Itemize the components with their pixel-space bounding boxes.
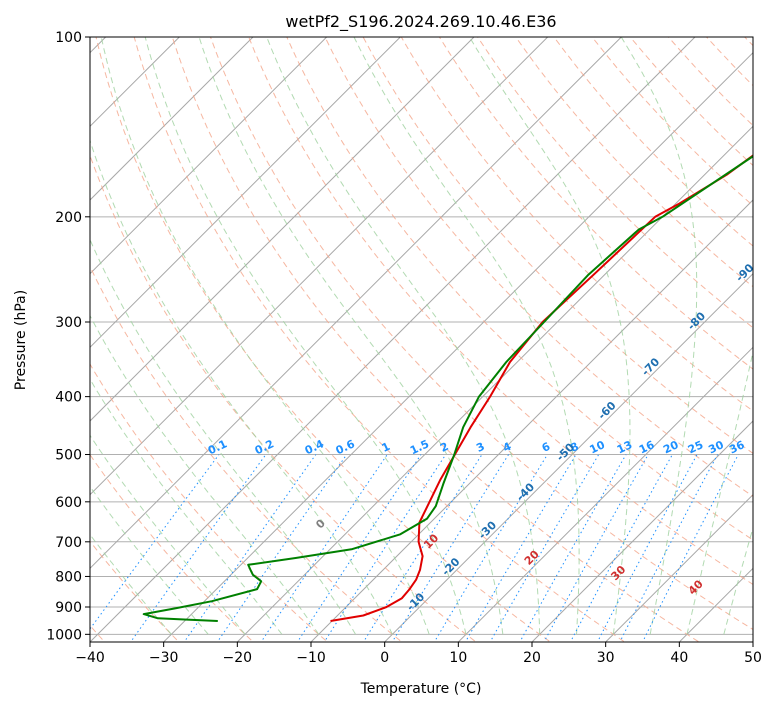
moist-adiabat-line [621, 37, 697, 634]
y-tick-label: 300 [55, 315, 82, 331]
isotherm-line [753, 37, 775, 642]
mixing-ratio-label: 6 [540, 440, 553, 455]
x-tick-label: 20 [523, 650, 541, 666]
x-tick-label: −40 [75, 650, 105, 666]
dry-adiabat-line [20, 37, 408, 647]
dry-adiabat-line [172, 37, 706, 647]
mixing-ratio-line [640, 455, 738, 648]
y-tick-label: 900 [55, 600, 82, 616]
isotherm-line [237, 37, 775, 642]
dry-adiabat-label: -40 [514, 480, 537, 503]
dry-adiabat-label: -80 [685, 309, 708, 332]
moist-adiabat-line [199, 37, 503, 634]
mixing-ratio-line [568, 455, 673, 648]
mixing-ratio-line [463, 455, 577, 648]
isotherm-line [0, 37, 327, 642]
isotherm-line [311, 37, 775, 642]
isotherm-line [164, 37, 769, 642]
x-tick-label: 50 [744, 650, 762, 666]
isotherm-line [90, 37, 695, 642]
y-tick-label: 700 [55, 535, 82, 551]
moist-adiabat-line [145, 37, 466, 634]
x-tick-label: 0 [380, 650, 389, 666]
moist-adiabat-line [0, 37, 208, 634]
mixing-ratio-label: 30 [706, 438, 726, 456]
chart-title: wetPf2_S196.2024.269.10.46.E36 [285, 12, 556, 32]
isotherm-line [385, 37, 775, 642]
moist-adiabat-label: 10 [421, 531, 441, 551]
y-tick-label: 1000 [46, 627, 82, 643]
dry-adiabat-line [325, 37, 775, 647]
dry-adiabat-line [58, 37, 483, 647]
dry-adiabat-line [249, 37, 775, 647]
mixing-ratio-label: 20 [661, 438, 681, 456]
x-tick-label: −10 [296, 650, 326, 666]
moist-adiabat-label: 0 [313, 517, 328, 532]
y-tick-label: 400 [55, 390, 82, 406]
mixing-ratio-line [127, 455, 266, 648]
dry-adiabat-line [211, 37, 775, 647]
moist-adiabat-line [5, 37, 319, 634]
mixing-ratio-line [77, 455, 219, 648]
dry-adiabat-line [401, 37, 775, 647]
moist-adiabat-label: 30 [608, 563, 628, 583]
dry-adiabat-line [0, 37, 259, 647]
mixing-ratio-label: 3 [474, 440, 486, 455]
x-tick-label: 10 [449, 650, 467, 666]
x-tick-label: 30 [597, 650, 615, 666]
y-axis-title: Pressure (hPa) [13, 290, 29, 390]
y-tick-label: 500 [55, 448, 82, 464]
dry-adiabat-line [439, 37, 775, 647]
mixing-ratio-label: 16 [637, 438, 657, 456]
dry-adiabat-line [707, 37, 775, 647]
dry-adiabat-line [478, 37, 775, 647]
dry-adiabat-label: -10 [404, 590, 427, 613]
y-tick-label: 100 [55, 30, 82, 46]
mixing-ratio-label: 25 [686, 438, 705, 456]
moist-adiabat-line [0, 37, 245, 634]
mixing-ratio-label: 10 [588, 438, 608, 456]
x-tick-label: −20 [223, 650, 253, 666]
dry-adiabat-line [592, 37, 775, 647]
moist-adiabat-label: 40 [686, 577, 706, 597]
moist-adiabat-line [101, 37, 429, 634]
mixing-ratio-label: 4 [501, 440, 514, 455]
isotherm-line [606, 37, 775, 642]
x-tick-label: 40 [670, 650, 688, 666]
moist-adiabat-line [0, 37, 282, 634]
dry-adiabat-label: -70 [639, 355, 662, 378]
isotherm-line [458, 37, 775, 642]
isotherm-line [679, 37, 775, 642]
mixing-ratio-label: 13 [615, 438, 634, 456]
dry-adiabat-line [0, 37, 333, 647]
moist-adiabat-label: 20 [522, 548, 542, 568]
temperature-profile-line [331, 37, 775, 621]
dry-adiabat-line [516, 37, 775, 647]
mixing-ratio-label: 2 [438, 440, 450, 455]
x-axis-title: Temperature (°C) [360, 681, 482, 697]
dry-adiabat-label: -60 [595, 399, 618, 422]
moist-adiabat-line [687, 37, 775, 634]
mixing-ratio-line [214, 455, 347, 648]
isotherm-line [532, 37, 775, 642]
y-tick-label: 600 [55, 495, 82, 511]
mixing-ratio-line [389, 455, 508, 648]
y-tick-label: 800 [55, 569, 82, 585]
x-tick-label: −30 [149, 650, 179, 666]
dry-adiabat-line [363, 37, 775, 647]
moist-adiabat-line [724, 37, 775, 634]
y-tick-label: 200 [55, 210, 82, 226]
dry-adiabat-line [745, 37, 775, 647]
